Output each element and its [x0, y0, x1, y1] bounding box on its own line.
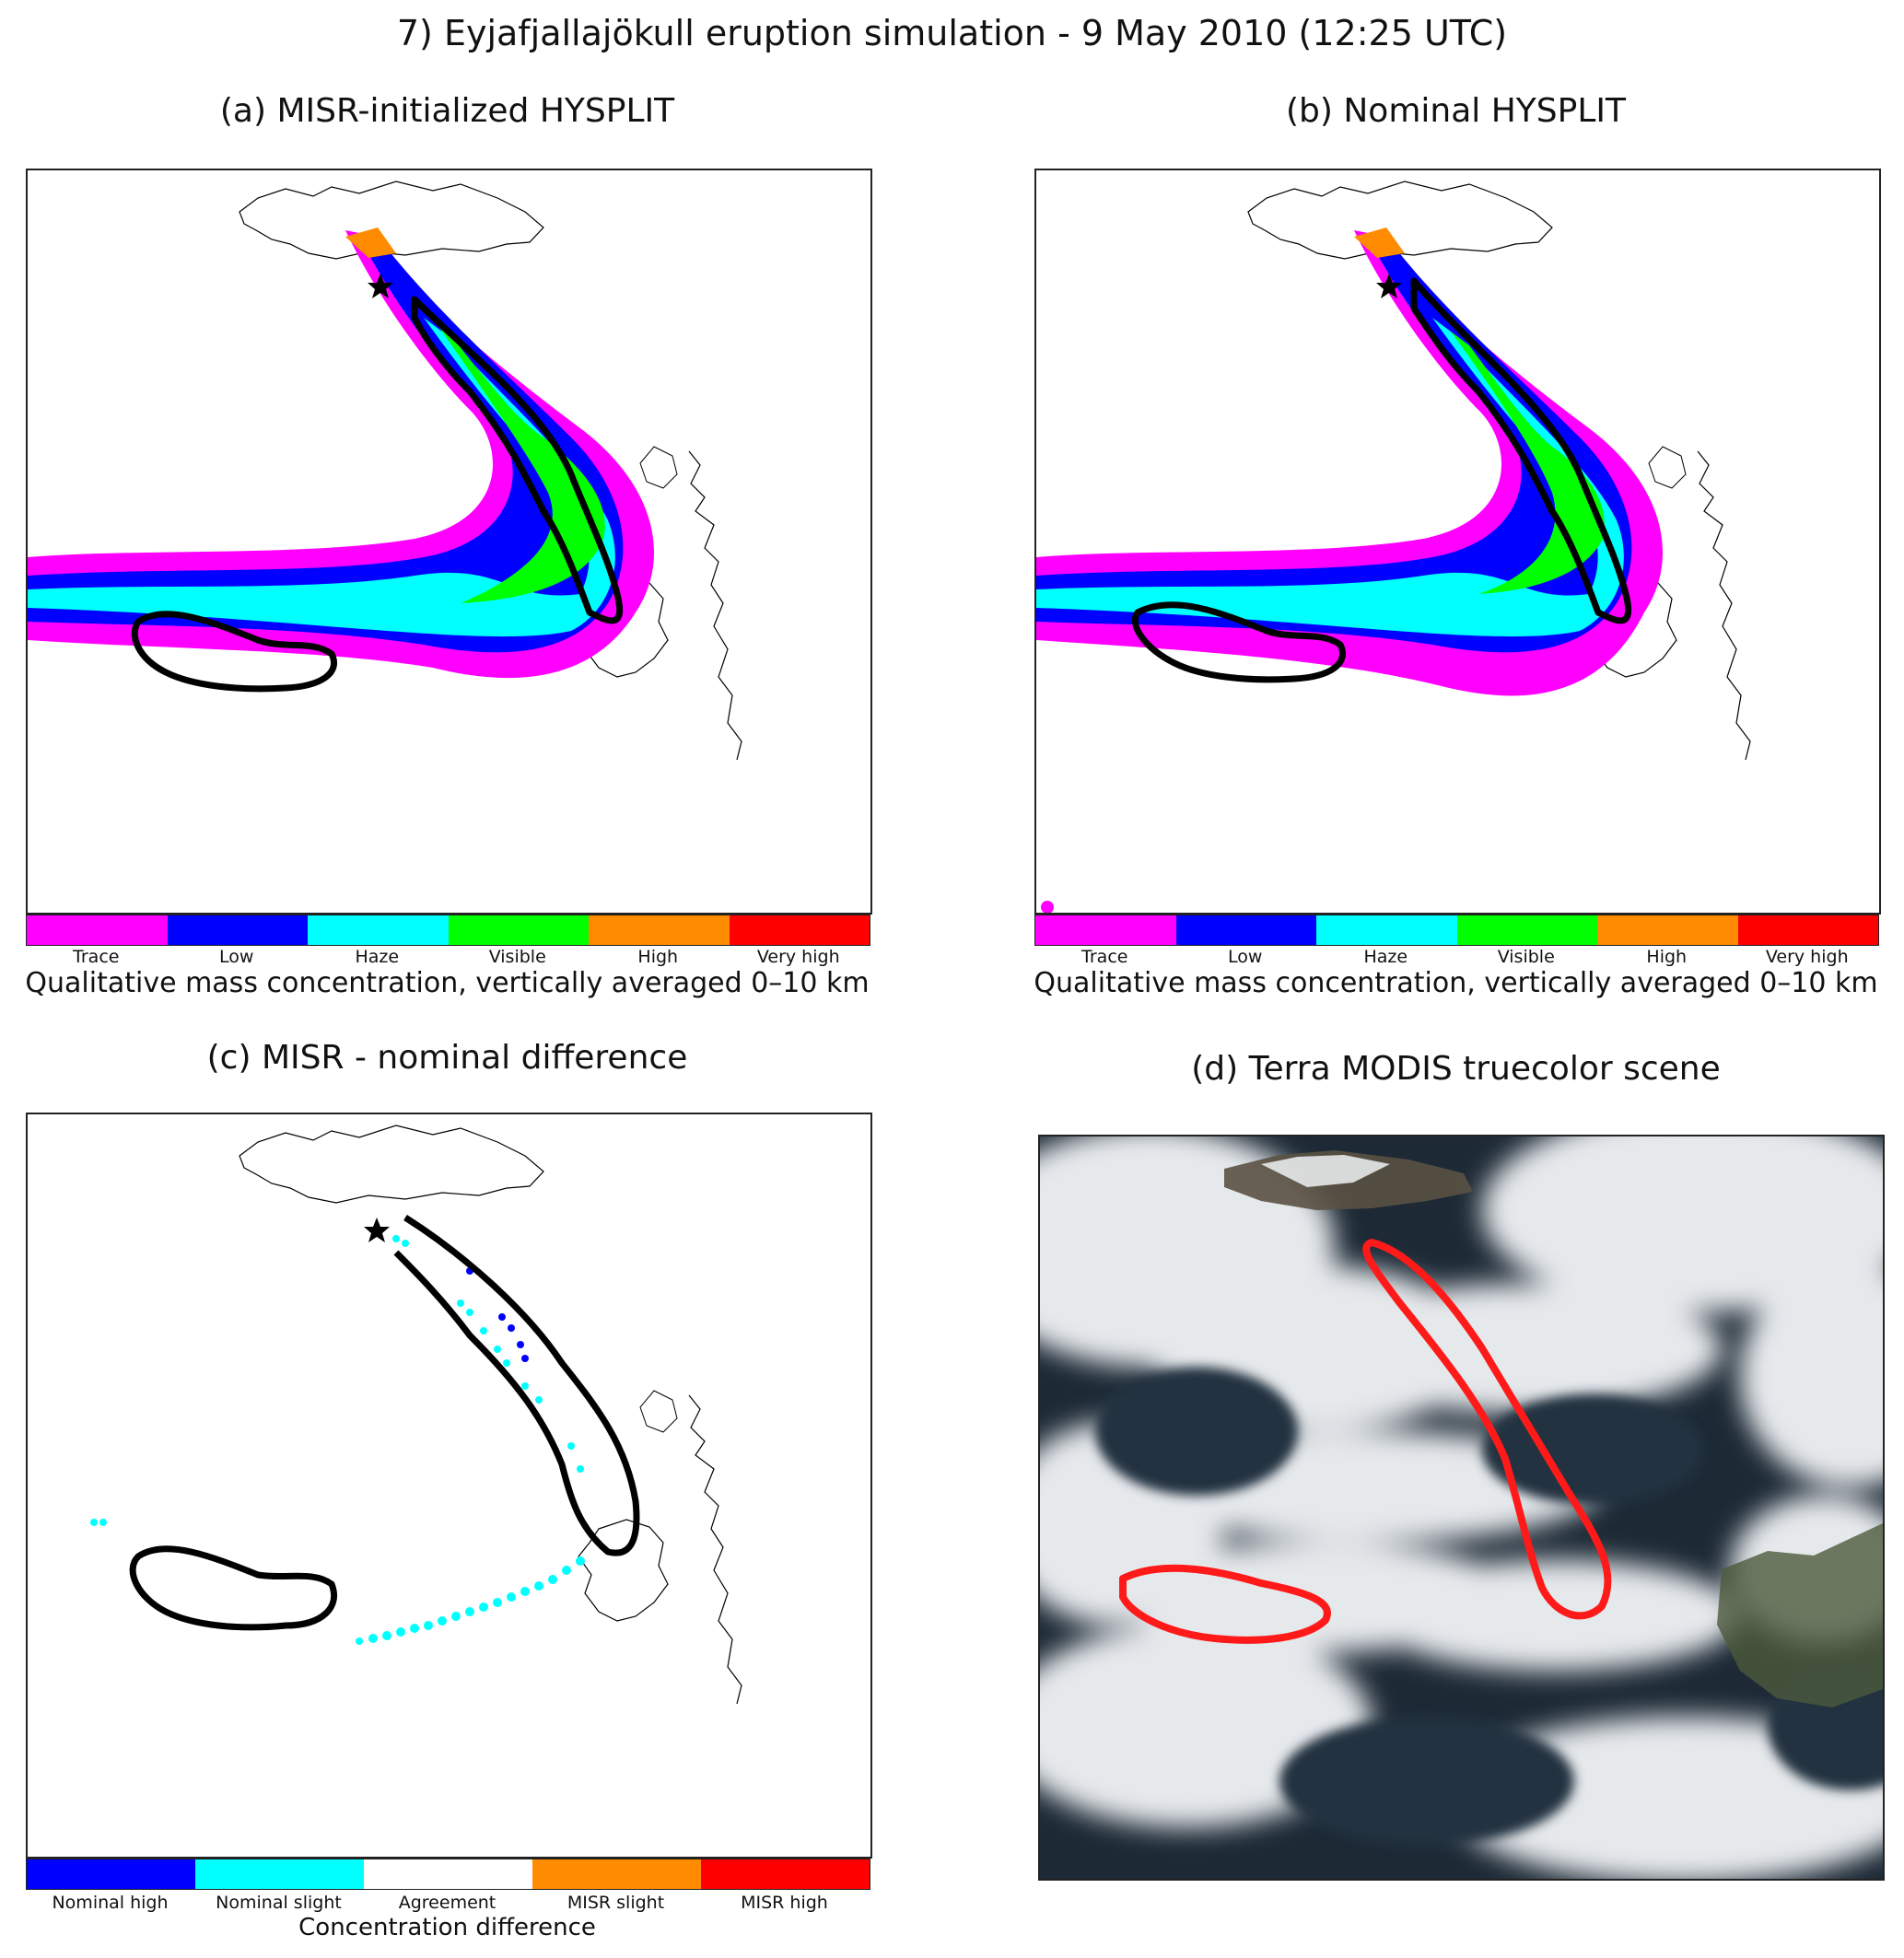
colorbar-segment-high [1597, 915, 1738, 945]
colorbar-label: Very high [756, 947, 840, 967]
colorbar-label: Nominal slight [216, 1893, 342, 1913]
colorbar-label: MISR slight [567, 1893, 665, 1913]
concentration-colorbar-a [26, 915, 870, 946]
difference-colorbar-labels: Nominal high Nominal slight Agreement MI… [26, 1893, 869, 1913]
panel-b-title: (b) Nominal HYSPLIT [1285, 92, 1627, 130]
colorbar-label: High [1646, 947, 1688, 967]
concentration-colorbar-b [1034, 915, 1879, 946]
colorbar-segment-visible [1456, 915, 1597, 945]
colorbar-label: Haze [355, 947, 400, 967]
british-isles-landmass [1717, 1523, 1883, 1707]
figure-title: 7) Eyjafjallajökull eruption simulation … [396, 13, 1508, 53]
colorbar-segment-high [589, 915, 730, 945]
difference-points [90, 1235, 585, 1645]
concentration-caption-a: Qualitative mass concentration, vertical… [25, 967, 870, 999]
colorbar-label: High [637, 947, 679, 967]
colorbar-segment-very-high [1737, 915, 1878, 945]
star-icon [364, 1218, 390, 1242]
iceland-snow [1261, 1155, 1390, 1187]
colorbar-segment-trace [1035, 915, 1176, 945]
difference-caption: Concentration difference [298, 1914, 596, 1941]
colorbar-segment-nominal-high [27, 1859, 195, 1889]
panel-b-map [1034, 169, 1881, 915]
colorbar-label: Trace [1081, 947, 1128, 967]
difference-colorbar [26, 1859, 870, 1890]
colorbar-segment-nominal-slight [195, 1859, 364, 1889]
colorbar-label: Nominal high [52, 1893, 169, 1913]
colorbar-segment-haze [308, 915, 449, 945]
colorbar-label: Very high [1765, 947, 1849, 967]
colorbar-label: Visible [488, 947, 546, 967]
concentration-colorbar-labels-a: Trace Low Haze Visible High Very high [26, 947, 869, 967]
colorbar-label: Trace [73, 947, 120, 967]
colorbar-segment-visible [448, 915, 589, 945]
ash-plume-concentration [28, 227, 654, 679]
panel-c-map [26, 1113, 872, 1859]
panel-a-map [26, 169, 872, 915]
colorbar-segment-low [167, 915, 308, 945]
panel-a-title: (a) MISR-initialized HYSPLIT [219, 92, 675, 130]
colorbar-segment-haze [1316, 915, 1457, 945]
cloud-gaps [1095, 1367, 1883, 1846]
misr-plume-outlines [131, 296, 624, 693]
colorbar-segment-misr-slight [532, 1859, 701, 1889]
panel-d-satellite-image [1038, 1135, 1885, 1881]
colorbar-segment-trace [27, 915, 168, 945]
misr-plume-outlines [1131, 277, 1632, 683]
colorbar-label: MISR high [741, 1893, 828, 1913]
modis-plume-outlines [1119, 1239, 1612, 1644]
colorbar-label: Haze [1363, 947, 1408, 967]
colorbar-segment-misr-high [701, 1859, 870, 1889]
panel-c-title: (c) MISR - nominal difference [206, 1039, 688, 1077]
misr-plume-outlines [129, 1215, 640, 1631]
colorbar-label: Agreement [398, 1893, 496, 1913]
ash-plume-concentration [1036, 227, 1663, 913]
concentration-colorbar-labels-b: Trace Low Haze Visible High Very high [1034, 947, 1877, 967]
panel-d-title: (d) Terra MODIS truecolor scene [1191, 1050, 1721, 1088]
concentration-caption-b: Qualitative mass concentration, vertical… [1034, 967, 1878, 999]
colorbar-segment-low [1175, 915, 1316, 945]
colorbar-label: Low [1228, 947, 1263, 967]
colorbar-segment-agreement [364, 1859, 532, 1889]
colorbar-label: Visible [1497, 947, 1555, 967]
iceland-coastline [239, 1125, 544, 1204]
colorbar-label: Low [219, 947, 254, 967]
colorbar-segment-very-high [729, 915, 870, 945]
